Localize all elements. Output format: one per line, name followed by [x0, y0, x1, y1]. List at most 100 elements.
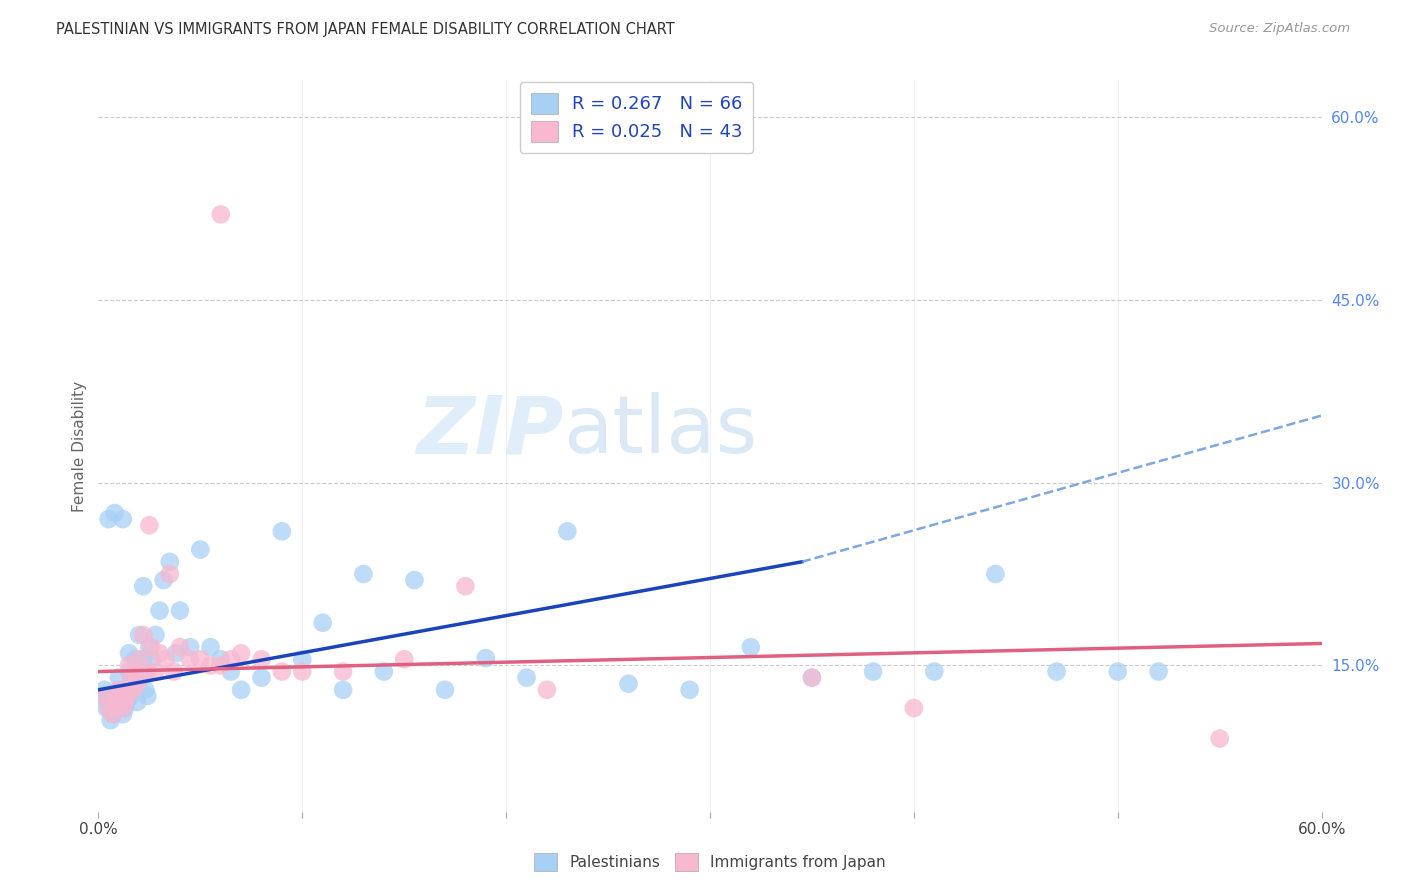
Point — [105, 695, 128, 709]
Point — [862, 665, 884, 679]
Point — [118, 658, 141, 673]
Legend: Palestinians, Immigrants from Japan: Palestinians, Immigrants from Japan — [527, 847, 893, 877]
Point — [132, 579, 155, 593]
Point — [120, 689, 142, 703]
Point — [159, 555, 181, 569]
Point — [141, 640, 163, 655]
Point — [110, 689, 132, 703]
Point — [136, 689, 159, 703]
Point — [152, 573, 174, 587]
Point — [617, 676, 640, 690]
Point — [97, 701, 120, 715]
Point — [188, 542, 212, 557]
Point — [118, 646, 141, 660]
Point — [128, 652, 150, 666]
Point — [179, 652, 201, 666]
Text: PALESTINIAN VS IMMIGRANTS FROM JAPAN FEMALE DISABILITY CORRELATION CHART: PALESTINIAN VS IMMIGRANTS FROM JAPAN FEM… — [56, 22, 675, 37]
Point — [124, 665, 146, 679]
Text: atlas: atlas — [564, 392, 758, 470]
Point — [801, 671, 824, 685]
Point — [352, 567, 374, 582]
Point — [111, 512, 134, 526]
Point — [516, 671, 538, 685]
Point — [312, 615, 335, 630]
Point — [200, 658, 222, 673]
Point — [404, 573, 426, 587]
Point — [903, 701, 925, 715]
Point — [159, 567, 181, 582]
Point — [114, 695, 136, 709]
Point — [93, 689, 115, 703]
Point — [209, 207, 232, 221]
Point — [138, 518, 160, 533]
Point — [145, 628, 167, 642]
Point — [155, 652, 177, 666]
Point — [145, 665, 167, 679]
Point — [169, 640, 191, 655]
Point — [454, 579, 477, 593]
Point — [332, 665, 354, 679]
Point — [231, 682, 253, 697]
Point — [118, 665, 141, 679]
Point — [149, 646, 172, 660]
Point — [104, 695, 127, 709]
Point — [96, 701, 118, 715]
Point — [122, 682, 145, 697]
Point — [209, 658, 232, 673]
Point — [200, 640, 222, 655]
Point — [127, 695, 149, 709]
Point — [127, 676, 149, 690]
Point — [124, 652, 146, 666]
Point — [97, 695, 120, 709]
Point — [108, 701, 131, 715]
Point — [392, 652, 416, 666]
Text: Source: ZipAtlas.com: Source: ZipAtlas.com — [1209, 22, 1350, 36]
Point — [105, 689, 128, 703]
Point — [270, 665, 294, 679]
Point — [104, 506, 127, 520]
Point — [101, 707, 124, 722]
Point — [169, 603, 191, 617]
Point — [111, 707, 134, 722]
Point — [91, 689, 114, 703]
Point — [474, 651, 498, 665]
Point — [120, 671, 142, 685]
Point — [132, 652, 155, 666]
Point — [163, 665, 186, 679]
Point — [536, 682, 558, 697]
Point — [801, 671, 824, 685]
Point — [231, 646, 253, 660]
Point — [373, 665, 395, 679]
Point — [250, 652, 273, 666]
Point — [93, 682, 115, 697]
Point — [138, 640, 160, 655]
Point — [115, 695, 138, 709]
Point — [108, 682, 131, 697]
Point — [1107, 665, 1129, 679]
Point — [434, 682, 457, 697]
Point — [291, 665, 314, 679]
Point — [740, 640, 762, 655]
Point — [1209, 731, 1232, 746]
Point — [134, 682, 156, 697]
Point — [219, 665, 242, 679]
Point — [136, 665, 159, 679]
Point — [332, 682, 354, 697]
Text: ZIP: ZIP — [416, 392, 564, 470]
Point — [179, 640, 201, 655]
Point — [104, 701, 127, 715]
Point — [291, 652, 314, 666]
Point — [679, 682, 702, 697]
Point — [132, 628, 155, 642]
Point — [149, 603, 172, 617]
Point — [141, 652, 163, 666]
Point — [165, 646, 187, 660]
Point — [128, 628, 150, 642]
Point — [270, 524, 294, 539]
Point — [219, 652, 242, 666]
Point — [122, 682, 145, 697]
Point — [111, 701, 134, 715]
Point — [114, 701, 136, 715]
Point — [209, 652, 232, 666]
Point — [100, 714, 122, 728]
